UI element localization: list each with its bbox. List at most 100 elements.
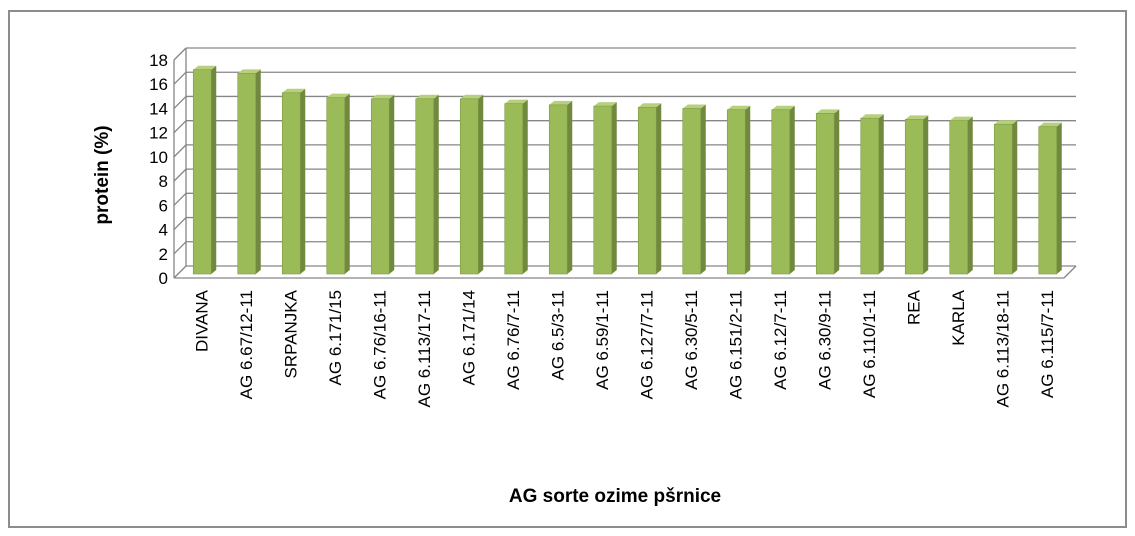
bar-side [923, 115, 929, 275]
bar-top [682, 104, 706, 109]
gridline-side [173, 144, 187, 158]
y-tick-label: 16 [149, 75, 168, 94]
bar-side [878, 114, 884, 274]
bar-top [949, 116, 973, 121]
bar-front [682, 108, 702, 275]
x-category-labels: DIVANA AG 6.67/12-11 SRPANJKA AG 6.171/15 AG… [192, 289, 1057, 407]
bars [192, 65, 1062, 275]
bar-top [371, 94, 395, 99]
bar [459, 94, 484, 275]
bar [281, 88, 306, 275]
bar-top [638, 103, 662, 108]
y-tick-label: 8 [159, 172, 168, 191]
bar-side [522, 99, 528, 275]
y-tick-label: 10 [149, 148, 168, 167]
bar-side [433, 94, 439, 274]
bar-side [745, 105, 751, 274]
bar-front [1038, 126, 1058, 275]
bar-top [816, 109, 840, 114]
bar-top [415, 94, 439, 99]
x-category-label: AG 6.113/18-11 [993, 290, 1012, 408]
x-category-label: AG 6.115/7-11 [1038, 290, 1057, 398]
bar-front [415, 98, 435, 275]
bar-front [815, 113, 835, 275]
gridline-side [173, 95, 187, 109]
y-tick-label: 2 [159, 245, 168, 264]
bar-side [967, 116, 973, 274]
bar [326, 93, 350, 275]
gridlines [173, 47, 1077, 279]
bar-side [255, 69, 261, 274]
bar-top [504, 99, 528, 104]
bar-top [771, 105, 795, 110]
bar [682, 104, 706, 275]
gridline-side [173, 47, 187, 61]
bar [949, 116, 973, 275]
bar-top [193, 65, 217, 70]
bar-front [504, 103, 524, 275]
bar-top [237, 69, 261, 74]
bar-side [834, 109, 840, 274]
bar-top [860, 114, 884, 119]
x-category-label: AG 6.67/12-11 [237, 290, 256, 399]
bar-side [344, 93, 350, 274]
bar-front [192, 69, 212, 275]
bar [815, 109, 840, 275]
bar-side [478, 94, 484, 274]
bar-front [370, 98, 390, 275]
bar-front [637, 106, 657, 275]
gridline-side [173, 217, 187, 231]
gridline-side [173, 265, 187, 279]
bar-side [611, 102, 617, 274]
bar-side [300, 88, 306, 274]
gridline-side [173, 168, 187, 182]
bar-front [860, 117, 880, 275]
bar [637, 103, 662, 275]
bar-side [1012, 120, 1018, 274]
x-category-label: AG 6.12/7-11 [771, 290, 790, 390]
bar-side [656, 103, 662, 275]
bar [548, 100, 573, 275]
bar [192, 65, 217, 275]
y-tick-label: 0 [159, 269, 168, 288]
bar [726, 105, 751, 275]
x-category-label: AG 6.30/9-11 [815, 290, 834, 390]
x-category-label: KARLA [949, 289, 968, 345]
bar-front [949, 120, 969, 275]
bar-front [548, 104, 568, 275]
x-category-label: AG 6.76/16-11 [370, 290, 389, 399]
bar-front [904, 119, 924, 275]
bar [504, 99, 528, 275]
bar-top [1038, 122, 1062, 127]
bar-front [281, 92, 301, 275]
x-category-label: DIVANA [192, 289, 211, 352]
chart-frame: 0 2 4 6 8 10 12 14 16 18 DIVANA AG 6.67/12-11 SRPAN… [8, 10, 1127, 528]
x-category-label: AG 6.171/15 [326, 290, 345, 385]
gridline-side [173, 192, 187, 206]
bar [237, 69, 261, 275]
bar-top [549, 100, 573, 105]
x-axis-title: AG sorte ozime pšrnice [509, 486, 721, 507]
bar-side [789, 105, 795, 274]
bar-front [993, 123, 1013, 275]
y-tick-label: 6 [159, 196, 168, 215]
bar-side [1056, 122, 1062, 275]
bar [370, 94, 395, 275]
x-category-label: AG 6.151/2-11 [726, 290, 745, 399]
bar-front [726, 109, 746, 275]
x-category-label: AG 6.127/7-11 [637, 290, 656, 399]
bar-front [237, 73, 257, 275]
bar-top [282, 88, 306, 93]
x-category-label: SRPANJKA [281, 289, 300, 378]
bar-side [389, 94, 395, 274]
bar-front [459, 98, 479, 275]
x-category-label: AG 6.76/7-11 [504, 290, 523, 390]
bar-side [700, 104, 706, 274]
y-tick-label: 4 [159, 221, 168, 240]
y-tick-label: 18 [149, 51, 168, 70]
x-category-label: AG 6.110/1-11 [860, 290, 879, 398]
gridline-side [173, 71, 187, 85]
y-tick-labels: 0 2 4 6 8 10 12 14 16 18 [149, 51, 168, 288]
y-axis-title: protein (%) [92, 125, 113, 224]
bar [771, 105, 795, 275]
